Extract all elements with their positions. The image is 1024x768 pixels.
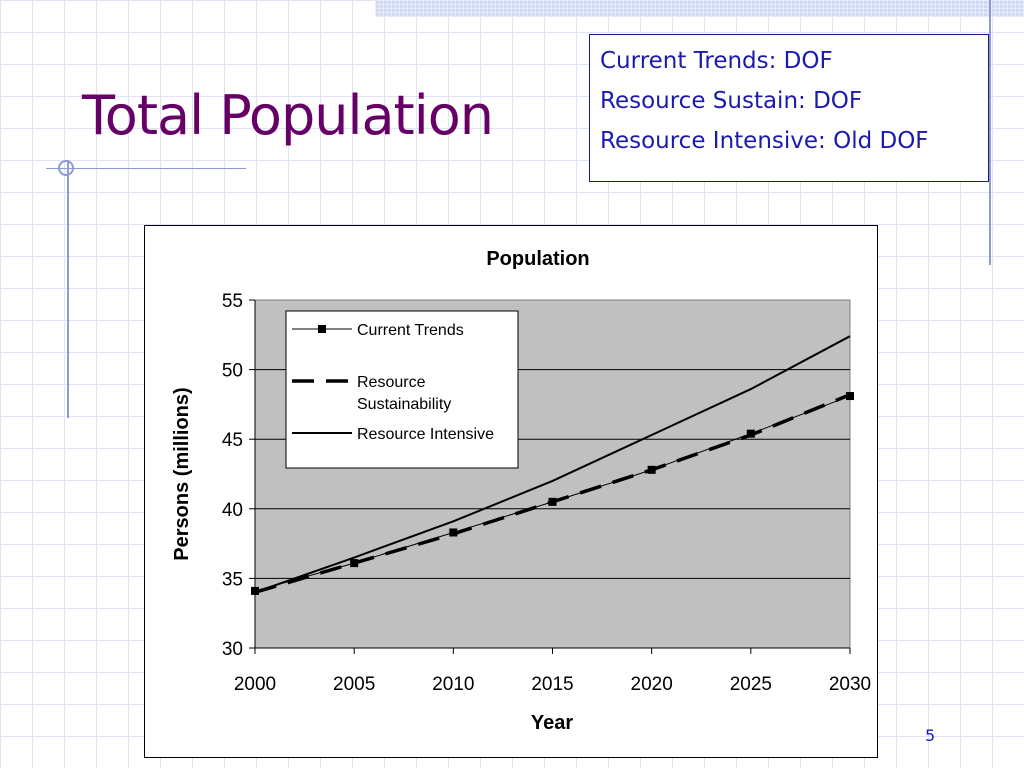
series-line-resource-sustainability: [254, 393, 851, 594]
legend-box: [285, 310, 519, 469]
ring-ornament-icon: [58, 160, 74, 176]
x-tick-label-2010: 2010: [432, 674, 474, 695]
x-tick-label-2025: 2025: [730, 674, 772, 695]
chart-frame: Population 30 35 40 45 50 55 2000 2005 2010 2015 2…: [144, 225, 878, 758]
legend-label-current-trends: Current Trends: [357, 322, 464, 339]
y-axis-label: Persons (millions): [171, 387, 193, 560]
y-tick-label-40: 40: [222, 500, 243, 521]
title-underline: [46, 168, 246, 169]
x-axis-label: Year: [531, 712, 573, 734]
legend-label-resource-sustainability-line1: Resource: [357, 374, 426, 391]
legend-marker-current-trends: [318, 325, 326, 333]
x-tick-label-2020: 2020: [631, 674, 673, 695]
header-band: [375, 0, 1024, 17]
y-tick-label-30: 30: [222, 639, 243, 660]
y-tick-label-35: 35: [222, 569, 243, 590]
decorative-rule-right: [989, 0, 991, 265]
scenario-box: Current Trends: DOF Resource Sustain: DO…: [589, 34, 989, 182]
decorative-rule-left: [67, 160, 69, 418]
legend-label-resource-intensive: Resource Intensive: [357, 426, 494, 443]
slide-title: Total Population: [82, 84, 494, 147]
y-tick-label-50: 50: [222, 361, 243, 382]
legend: Current Trends Resource Sustainability R…: [285, 310, 519, 469]
scenario-line-current-trends: Current Trends: DOF: [600, 48, 833, 74]
y-tick-label-55: 55: [222, 291, 243, 312]
page-number: 5: [925, 726, 936, 745]
chart-title: Population: [486, 248, 589, 270]
scenario-line-resource-sustain: Resource Sustain: DOF: [600, 88, 863, 114]
x-tick-label-2005: 2005: [333, 674, 375, 695]
legend-label-resource-sustainability-line2: Sustainability: [357, 396, 451, 413]
x-tick-label-2000: 2000: [234, 674, 276, 695]
legend-label-resource-sustainability: Resource Sustainability: [357, 374, 451, 413]
x-tick-label-2030: 2030: [829, 674, 871, 695]
population-chart: Population 30 35 40 45 50 55 2000 2005 2010 2015 2…: [171, 248, 871, 734]
series-line-resource-intensive: [254, 335, 851, 594]
x-tick-label-2015: 2015: [531, 674, 573, 695]
y-tick-label-45: 45: [222, 430, 243, 451]
scenario-line-resource-intensive: Resource Intensive: Old DOF: [600, 128, 929, 154]
